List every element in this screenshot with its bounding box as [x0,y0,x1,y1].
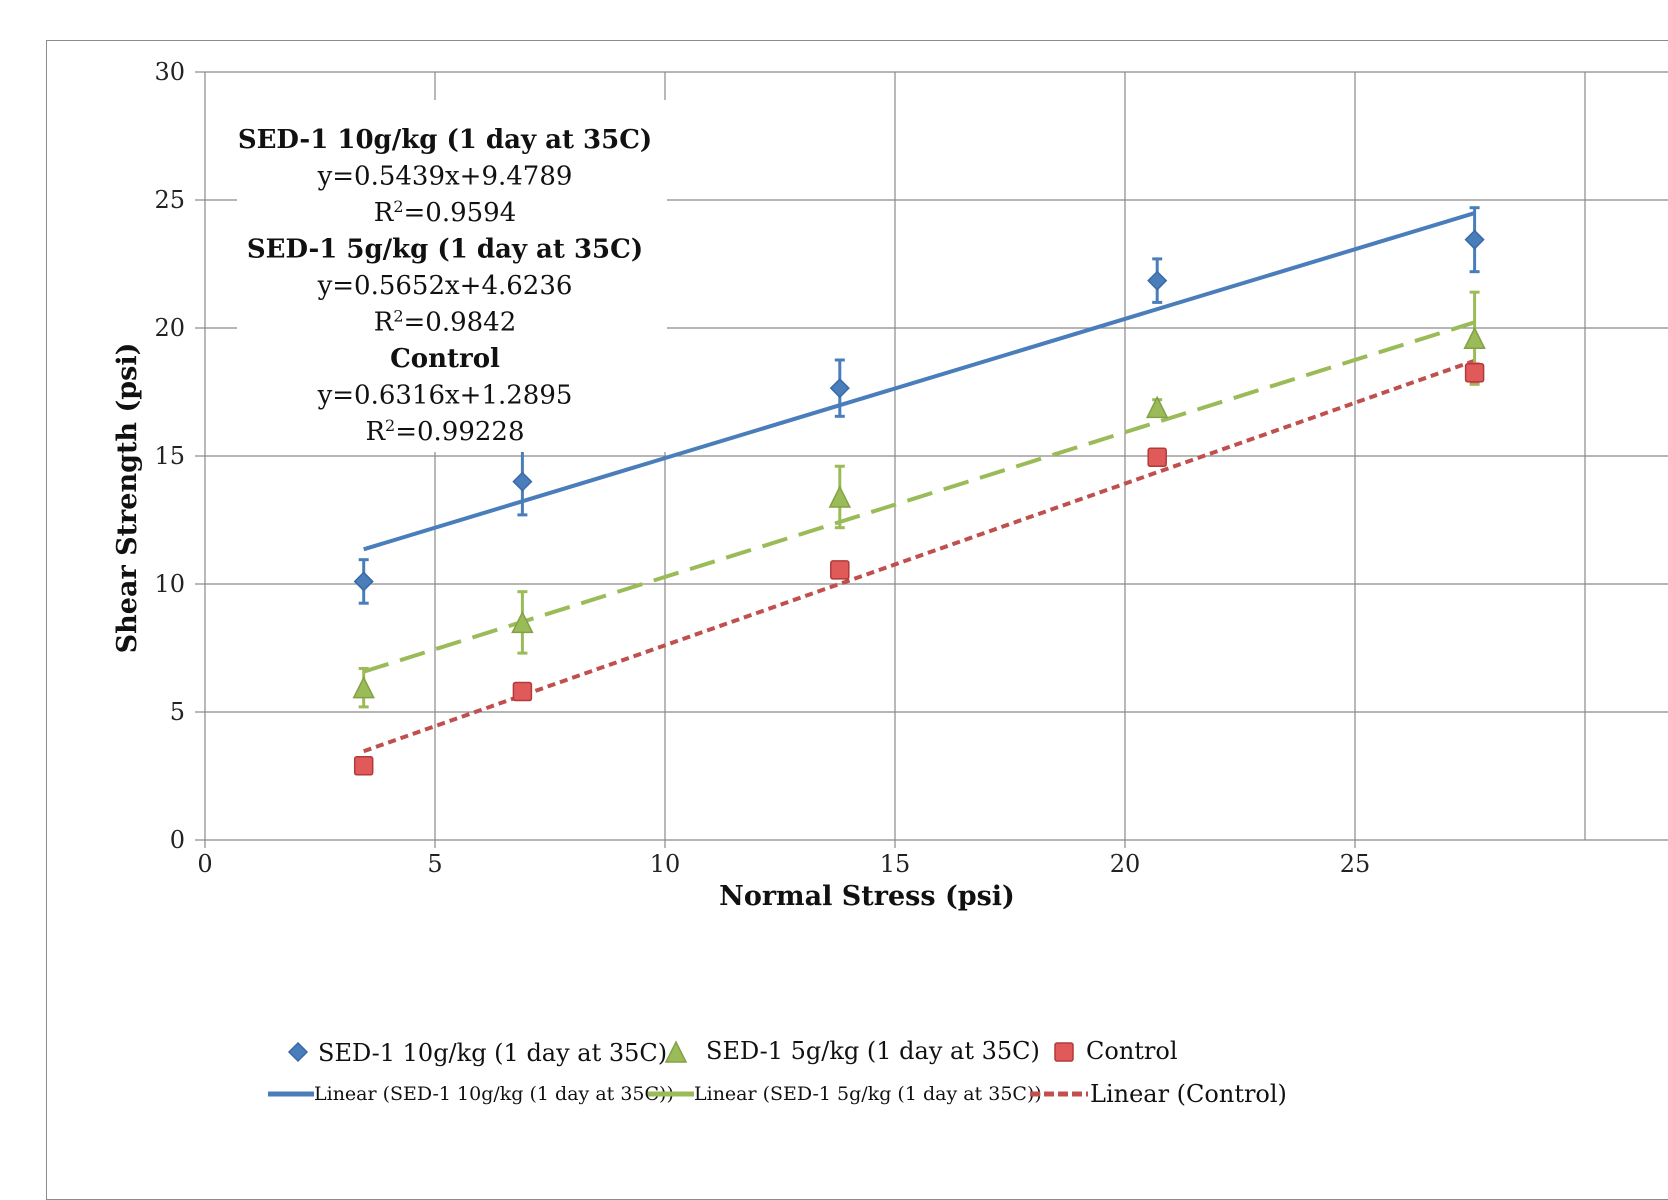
y-tick-label: 30 [154,58,185,86]
r-squared-label: R2=0.9842 [374,306,517,338]
legend-label: Control [1086,1037,1178,1065]
data-point [512,471,533,492]
trend-layer [363,211,1476,754]
legend-swatch [287,1041,309,1063]
x-tick-label: 15 [880,850,911,878]
equation-series-title: SED-1 5g/kg (1 day at 35C) [247,235,643,265]
data-point [1463,326,1486,349]
y-tick-label: 25 [154,186,185,214]
data-point [1147,270,1168,291]
legend-label: SED-1 5g/kg (1 day at 35C) [706,1037,1040,1065]
data-point [829,378,850,399]
trendline [363,358,1476,754]
x-tick-label: 20 [1110,850,1141,878]
y-tick-label: 0 [170,826,185,854]
equation-label: y=0.6316x+1.2895 [317,381,573,411]
data-point [1145,395,1169,419]
data-point [1464,229,1485,250]
legend-swatch [664,1040,688,1063]
y-tick-label: 15 [154,442,185,470]
legend-label: Linear (SED-1 10g/kg (1 day at 35C)) [314,1083,674,1105]
legend-layer: SED-1 10g/kg (1 day at 35C) SED-1 5g/kg (… [268,1037,1287,1108]
data-point [353,571,374,592]
tick-layer: 0 5 10 15 20 25 30 0 5 10 15 20 25 [154,58,1370,878]
data-point [511,610,534,634]
data-point [830,560,850,580]
x-tick-label: 5 [427,850,442,878]
data-point [512,681,533,702]
equation-label: y=0.5652x+4.6236 [317,271,573,301]
data-point [353,756,374,776]
legend-swatch [1054,1042,1074,1062]
y-tick-label: 20 [154,314,185,342]
r-squared-label: R2=0.9594 [374,197,517,229]
x-axis-title: Normal Stress (psi) [719,881,1015,912]
legend-label: Linear (SED-1 5g/kg (1 day at 35C)) [694,1083,1042,1105]
x-tick-label: 25 [1340,850,1371,878]
x-tick-label: 10 [650,850,681,878]
legend-label: Linear (Control) [1090,1080,1287,1108]
y-tick-label: 5 [170,698,185,726]
data-point [352,676,375,699]
y-axis-title: Shear Strength (psi) [112,343,143,654]
data-point [1147,447,1167,468]
point-layer [352,229,1486,776]
equation-label: y=0.5439x+9.4789 [317,162,573,192]
x-tick-label: 0 [197,850,212,878]
equation-box [237,100,667,452]
data-point [1464,363,1485,383]
data-point [828,485,852,508]
y-tick-label: 10 [154,570,185,598]
r-squared-label: R2=0.99228 [365,416,524,448]
equation-series-title: SED-1 10g/kg (1 day at 35C) [238,125,652,155]
trendline [363,211,1476,552]
trendline [363,320,1476,674]
legend-label: SED-1 10g/kg (1 day at 35C) [318,1039,667,1067]
equation-series-title: Control [390,344,500,374]
annotation-layer: SED-1 10g/kg (1 day at 35C) y=0.5439x+9.4… [237,100,667,452]
